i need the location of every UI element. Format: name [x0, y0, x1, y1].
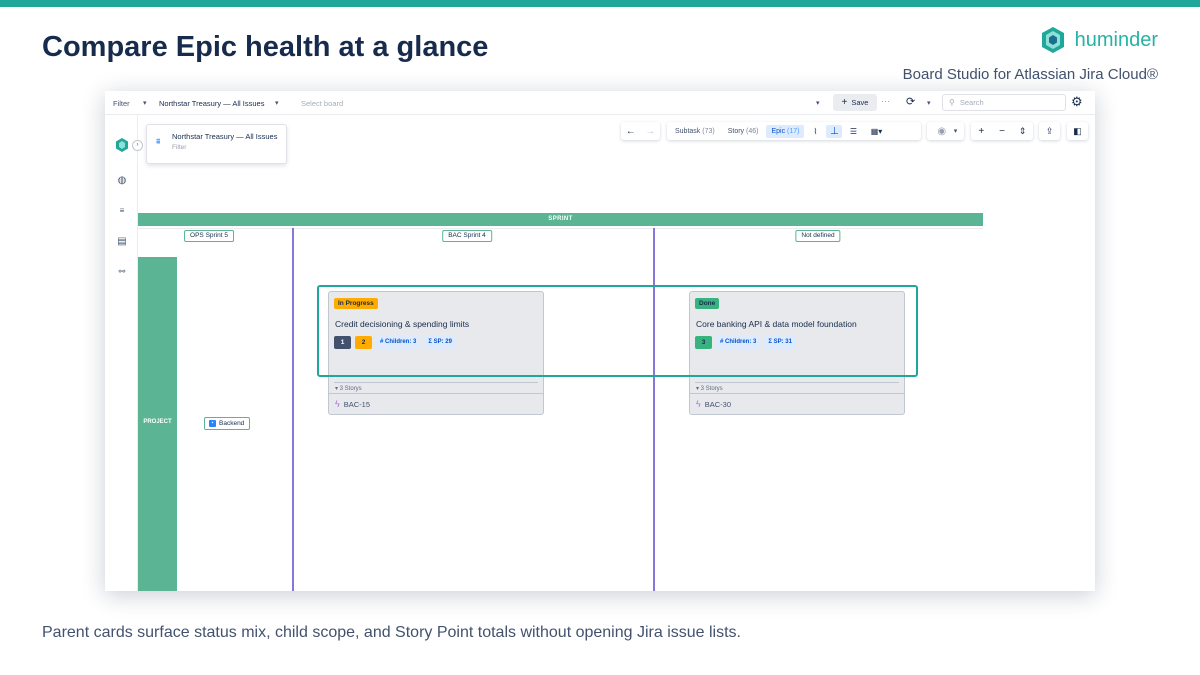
card-key-row[interactable]: ϟ BAC-30 — [696, 399, 731, 409]
header-divider — [138, 228, 983, 229]
globe-icon[interactable]: ◍ — [117, 175, 127, 186]
column-label-ops-sprint-5[interactable]: OPS Sprint 5 — [184, 230, 234, 242]
back-arrow-icon[interactable]: ← — [625, 125, 636, 137]
board-icon[interactable]: ▤ — [117, 236, 127, 247]
project-header-label: PROJECT — [143, 419, 172, 425]
tab-subtask[interactable]: Subtask (73) — [675, 127, 715, 135]
card-key-row[interactable]: ϟ BAC-15 — [335, 399, 370, 409]
brand: huminder — [1039, 26, 1158, 54]
select-board-dropdown[interactable]: Select board — [301, 99, 344, 108]
story-points-chip: Σ SP: 31 — [764, 336, 796, 349]
search-icon: ⚲ — [949, 98, 955, 107]
list-icon[interactable]: ≡ — [119, 206, 125, 215]
highlight-callout-box — [317, 285, 918, 377]
status-badge: Done — [695, 298, 720, 309]
top-bar: Filter ▾ Northstar Treasury — All Issues… — [105, 91, 1095, 115]
column-divider — [292, 228, 294, 591]
column-label-bac-sprint-4[interactable]: BAC Sprint 4 — [442, 230, 492, 242]
card-layout-icon[interactable]: ☰ — [849, 126, 858, 136]
card-title: Core banking API & data model foundation — [696, 319, 857, 329]
filter-card-subtitle: Filter — [172, 144, 187, 151]
chevron-down-icon[interactable]: ▾ — [275, 100, 279, 107]
component-icon: ▪ — [209, 420, 216, 427]
save-button[interactable]: + Save — [833, 94, 877, 111]
tab-epic[interactable]: Epic (17) — [766, 124, 805, 138]
zoom-out-icon[interactable]: − — [999, 125, 1005, 137]
side-panel-icon[interactable]: ◧ — [1073, 125, 1082, 136]
column-label-not-defined[interactable]: Not defined — [795, 230, 841, 242]
epic-card[interactable]: Done Core banking API & data model found… — [689, 291, 905, 415]
fit-height-icon[interactable]: ⇕ — [1018, 125, 1027, 136]
tab-story[interactable]: Story (46) — [727, 127, 759, 135]
filter-card-title: Northstar Treasury — All Issues — [172, 132, 278, 141]
zoom-toolbar: + − ⇕ — [971, 122, 1033, 140]
slide-headline: Compare Epic health at a glance — [42, 31, 489, 63]
app-logo-icon[interactable] — [114, 137, 130, 153]
issue-type-toolbar: Subtask (73) Story (46) Epic (17) ⌇ ⊥ ☰ … — [667, 122, 921, 140]
swimlane-label-backend[interactable]: ▪ Backend — [204, 417, 251, 430]
epic-lightning-icon: ϟ — [696, 399, 701, 409]
status-badge: In Progress — [334, 298, 378, 309]
sprint-header: SPRINT — [138, 213, 983, 226]
status-count-todo: 1 — [334, 336, 351, 349]
card-meta: 3 # Children: 3 Σ SP: 31 — [695, 336, 796, 349]
card-divider — [690, 393, 904, 394]
story-points-chip: Σ SP: 29 — [424, 336, 456, 349]
eye-icon[interactable]: ◉ — [937, 125, 947, 137]
status-count-done: 3 — [695, 336, 712, 349]
filter-icon: ⩩ — [156, 137, 161, 146]
swimlane-name: Backend — [219, 420, 245, 427]
slide-caption: Parent cards surface status mix, child s… — [42, 624, 741, 641]
more-options-button[interactable]: ··· — [881, 96, 890, 106]
panel-toolbar: ◧ — [1067, 122, 1088, 140]
card-divider — [695, 382, 899, 383]
plus-icon: + — [841, 97, 848, 108]
chevron-down-icon[interactable]: ▾ — [143, 100, 147, 107]
hierarchy-icon[interactable]: ⊥ — [826, 124, 843, 138]
calendar-icon[interactable]: ▦▾ — [870, 126, 883, 136]
expand-rail-button[interactable]: › — [132, 140, 143, 151]
dependency-lines-icon[interactable]: ⌇ — [813, 126, 818, 136]
filter-dropdown[interactable]: Filter — [113, 99, 130, 108]
stories-toggle[interactable]: ▾ 3 Storys — [696, 386, 723, 392]
chevron-down-icon[interactable]: ▾ — [953, 128, 958, 135]
product-subtitle: Board Studio for Atlassian Jira Cloud® — [902, 66, 1158, 83]
status-count-in-progress: 2 — [355, 336, 372, 349]
children-count-chip: # Children: 3 — [716, 336, 761, 349]
filter-card[interactable]: ⩩ Northstar Treasury — All Issues Filter — [146, 124, 287, 164]
card-meta: 1 2 # Children: 3 Σ SP: 29 — [334, 336, 456, 349]
app-window: Filter ▾ Northstar Treasury — All Issues… — [105, 91, 1095, 591]
link-icon[interactable]: ⚯ — [118, 267, 126, 276]
card-title: Credit decisioning & spending limits — [335, 319, 470, 329]
forward-arrow-icon[interactable]: → — [645, 125, 656, 137]
visibility-toolbar: ◉ ▾ — [927, 122, 964, 140]
search-input[interactable]: ⚲ Search — [942, 94, 1066, 111]
chevron-down-icon[interactable]: ▾ — [927, 100, 931, 107]
card-divider — [334, 382, 538, 383]
top-accent-strip — [0, 0, 1200, 7]
board-filter-dropdown[interactable]: Northstar Treasury — All Issues — [159, 99, 265, 108]
left-rail: › ◍ ≡ ▤ ⚯ ? — [105, 115, 143, 591]
save-label: Save — [851, 98, 869, 107]
stories-toggle[interactable]: ▾ 3 Storys — [335, 386, 362, 392]
card-divider — [329, 393, 543, 394]
zoom-in-icon[interactable]: + — [978, 125, 985, 137]
settings-gear-icon[interactable]: ⚙ — [1071, 94, 1083, 109]
epic-lightning-icon: ϟ — [335, 399, 340, 409]
export-toolbar: ⇪ — [1039, 122, 1060, 140]
chevron-down-icon[interactable]: ▾ — [816, 100, 820, 107]
sync-icon[interactable]: ⟳ — [906, 96, 916, 108]
huminder-logo-icon — [1041, 27, 1064, 53]
issue-key: BAC-30 — [704, 399, 732, 409]
search-placeholder: Search — [959, 98, 984, 107]
brand-name: huminder — [1074, 28, 1158, 51]
history-toolbar: ← → — [621, 122, 660, 140]
children-count-chip: # Children: 3 — [376, 336, 421, 349]
column-divider — [653, 228, 655, 591]
epic-card[interactable]: In Progress Credit decisioning & spendin… — [328, 291, 544, 415]
project-header: PROJECT — [138, 257, 177, 591]
cloud-upload-icon[interactable]: ⇪ — [1045, 125, 1054, 136]
issue-key: BAC-15 — [343, 399, 371, 409]
